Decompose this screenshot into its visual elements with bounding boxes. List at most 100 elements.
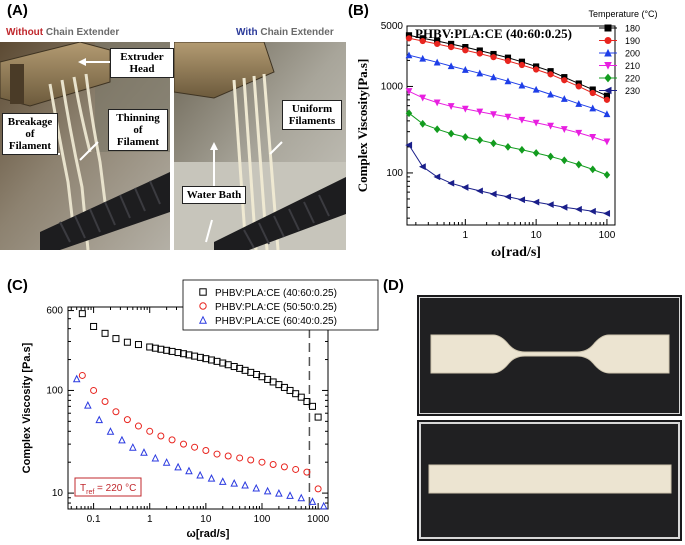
x-tick-label-b: 10 <box>531 230 543 241</box>
data-point-c <box>72 374 81 383</box>
data-point-c <box>174 349 182 357</box>
legend-marker-b <box>604 37 612 44</box>
data-point-c <box>236 454 244 462</box>
data-point-c <box>247 456 255 464</box>
data-point-b <box>518 81 526 89</box>
data-point-c <box>146 427 154 435</box>
data-point-c <box>157 432 165 440</box>
legend-marker-b <box>604 73 612 83</box>
data-point-b <box>575 100 583 107</box>
data-point-b <box>504 193 512 201</box>
legend-label-c: PHBV:PLA:CE (60:40:0.25) <box>215 316 337 327</box>
panel-label-c: (C) <box>7 277 28 294</box>
data-point-c <box>236 364 244 372</box>
data-point-b <box>405 35 413 42</box>
data-point-c <box>162 458 171 466</box>
y-tick-label-b: 100 <box>386 168 403 179</box>
photo-with-chain-extender <box>174 42 346 250</box>
data-point-c <box>314 485 322 493</box>
legend-marker-c <box>199 288 207 296</box>
data-point-b <box>561 156 568 165</box>
data-point-b <box>490 139 497 148</box>
data-point-c <box>78 371 86 379</box>
data-point-b <box>419 37 426 45</box>
bar-drawing <box>417 420 682 541</box>
data-point-b <box>448 44 455 51</box>
data-point-c <box>241 480 249 489</box>
tref-box-c <box>74 477 142 497</box>
legend-label-b: 210 <box>625 61 640 71</box>
plot-frame-b <box>406 25 616 226</box>
data-point-b <box>603 210 611 217</box>
data-point-c <box>101 329 109 337</box>
data-point-b <box>547 122 554 130</box>
data-point-c <box>146 343 154 351</box>
caption-with-keyword: With <box>236 27 258 38</box>
y-tick-label-c: 10 <box>52 488 64 499</box>
y-axis-label-c: Complex Viscosity [Pa.s] <box>21 342 33 473</box>
tref-subscript: ref <box>86 489 94 496</box>
data-point-b <box>433 125 441 134</box>
data-point-b <box>419 54 427 62</box>
data-point-b <box>476 136 484 144</box>
data-point-c <box>118 435 126 444</box>
tref-prefix: T <box>80 483 86 494</box>
legend-label-b: 190 <box>625 36 640 46</box>
data-point-b <box>462 133 469 141</box>
legend-label-b: 220 <box>625 74 640 84</box>
panel-label-a: (A) <box>7 2 28 19</box>
data-point-c <box>180 440 188 448</box>
data-point-c <box>218 477 227 485</box>
panel-label-b: (B) <box>348 2 369 19</box>
data-point-c <box>95 415 104 424</box>
data-point-c <box>123 338 131 346</box>
panel-label-d: (D) <box>383 277 404 294</box>
data-point-b <box>561 77 568 84</box>
caption-without-rest: Chain Extender <box>43 27 120 38</box>
data-point-c <box>252 483 261 492</box>
data-point-c <box>230 479 239 487</box>
data-point-c <box>163 346 171 354</box>
data-point-c <box>174 462 182 471</box>
dogbone-drawing <box>417 295 682 416</box>
photo-dogbone-specimen <box>417 295 682 416</box>
data-point-b <box>603 96 611 103</box>
data-point-c <box>207 473 216 482</box>
x-tick-label-b: 1 <box>463 230 469 241</box>
data-point-b <box>589 165 596 174</box>
data-point-b <box>575 205 582 213</box>
caption-with-chain-extender: With Chain Extender <box>236 27 334 38</box>
data-point-b <box>504 142 512 151</box>
photo-bar-specimen <box>417 420 682 541</box>
data-point-b <box>434 40 441 48</box>
y-axis-label-b: Complex Viscosity[Pa.s] <box>355 59 370 193</box>
legend-label-b: 180 <box>625 24 640 34</box>
data-point-b <box>461 66 469 73</box>
data-point-c <box>280 463 288 471</box>
data-point-b <box>575 160 583 169</box>
data-point-c <box>180 350 188 358</box>
data-point-b <box>504 57 512 65</box>
data-point-c <box>247 368 255 376</box>
data-point-c <box>90 386 98 394</box>
data-point-b <box>504 113 512 121</box>
data-point-c <box>123 416 131 424</box>
data-point-b <box>518 61 526 69</box>
data-point-c <box>303 398 311 406</box>
data-point-b <box>405 88 413 95</box>
data-point-b <box>589 133 597 141</box>
data-point-c <box>258 458 266 466</box>
data-point-c <box>78 310 86 318</box>
data-point-b <box>447 103 455 110</box>
data-point-c <box>84 400 92 409</box>
data-point-c <box>230 363 238 371</box>
data-point-b <box>447 129 455 138</box>
data-point-b <box>532 198 540 206</box>
data-point-b <box>532 119 540 127</box>
data-point-b <box>433 99 441 107</box>
data-point-c <box>297 493 306 502</box>
y-tick-label-c: 600 <box>46 306 63 317</box>
x-axis-label-b: ω[rad/s] <box>491 245 541 260</box>
legend-label-b: 230 <box>625 86 640 96</box>
data-point-c <box>308 497 317 505</box>
